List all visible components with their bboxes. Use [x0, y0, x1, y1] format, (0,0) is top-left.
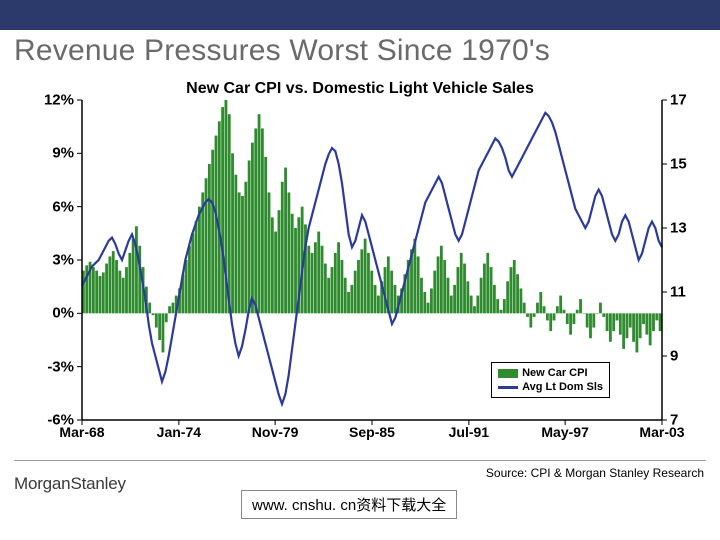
y-right-tick-label: 17 — [670, 92, 687, 109]
y-left-tick-label: 3% — [52, 252, 74, 269]
y-left-tick-label: 0% — [52, 305, 74, 322]
legend-swatch-sales — [498, 386, 518, 389]
y-right-tick-label: 13 — [670, 220, 687, 237]
legend-label-cpi: New Car CPI — [522, 367, 587, 379]
legend-item-sales: Avg Lt Dom Sls — [498, 380, 603, 394]
x-tick-label: Mar-03 — [639, 424, 684, 440]
chart-title: New Car CPI vs. Domestic Light Vehicle S… — [0, 80, 720, 98]
y-right-tick-label: 15 — [670, 156, 687, 173]
x-tick-label: May-97 — [541, 424, 588, 440]
y-left-tick-label: 6% — [52, 198, 74, 215]
footer-link[interactable]: www. cnshu. cn资料下载大全 — [241, 490, 457, 519]
y-left-tick-label: 9% — [52, 145, 74, 162]
header-band — [0, 0, 720, 30]
x-tick-label: Jan-74 — [157, 424, 201, 440]
legend-item-cpi: New Car CPI — [498, 366, 603, 380]
legend: New Car CPI Avg Lt Dom Sls — [491, 362, 610, 398]
y-left-tick-label: 12% — [44, 92, 74, 109]
x-tick-label: Mar-68 — [59, 424, 104, 440]
footer-rule — [14, 460, 706, 461]
legend-swatch-cpi — [498, 369, 518, 378]
logo-word-1: Morgan — [14, 474, 70, 493]
x-tick-label: Nov-79 — [252, 424, 299, 440]
slide-title: Revenue Pressures Worst Since 1970's — [14, 34, 550, 68]
morgan-stanley-logo: MorganStanley — [14, 474, 126, 494]
source-text: Source: CPI & Morgan Stanley Research — [486, 466, 704, 480]
y-right-tick-label: 9 — [670, 348, 678, 365]
chart-area: -6%-3%0%3%6%9%12% 7911131517 Mar-68Jan-7… — [82, 100, 662, 420]
legend-label-sales: Avg Lt Dom Sls — [522, 381, 603, 393]
slide: Revenue Pressures Worst Since 1970's New… — [0, 0, 720, 540]
y-right-tick-label: 11 — [670, 284, 686, 301]
x-tick-label: Jul-91 — [449, 424, 489, 440]
y-left-tick-label: -3% — [47, 358, 74, 375]
x-tick-label: Sep-85 — [349, 424, 395, 440]
logo-word-2: Stanley — [70, 474, 125, 493]
